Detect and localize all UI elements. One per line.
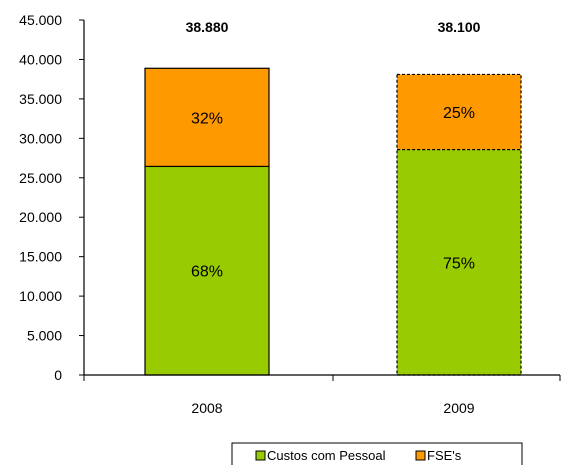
y-tick-label: 5.000 bbox=[27, 328, 62, 344]
bar-segment-fse-s-2009 bbox=[396, 73, 522, 151]
y-tick-label: 45.000 bbox=[19, 12, 62, 28]
y-tick-label: 20.000 bbox=[19, 209, 62, 225]
y-tick-label: 10.000 bbox=[19, 288, 62, 304]
y-tick-label: 15.000 bbox=[19, 249, 62, 265]
x-tick-label: 2008 bbox=[191, 400, 222, 416]
y-tick-label: 0 bbox=[54, 367, 62, 383]
labels-layer: 68% 32% 38.880 2008 75% 25% 38.100 2009 bbox=[186, 19, 481, 416]
y-tick-label: 35.000 bbox=[19, 91, 62, 107]
x-tick-label: 2009 bbox=[443, 400, 474, 416]
bar-segment-fse-s-2008 bbox=[144, 67, 270, 168]
segment-percent-label: 75% bbox=[443, 255, 475, 272]
total-label: 38.100 bbox=[438, 19, 481, 35]
legend: Custos com Pessoal FSE's bbox=[231, 442, 523, 468]
segment-percent-label: 32% bbox=[191, 110, 223, 127]
bars-layer bbox=[144, 67, 522, 376]
y-tick-label: 40.000 bbox=[19, 51, 62, 67]
legend-swatch bbox=[255, 450, 266, 461]
legend-box bbox=[231, 442, 523, 468]
segment-percent-label: 68% bbox=[191, 264, 223, 281]
legend-label: FSE's bbox=[427, 448, 462, 463]
segment-percent-label: 25% bbox=[443, 105, 475, 122]
total-label: 38.880 bbox=[186, 19, 229, 35]
legend-swatch bbox=[415, 450, 426, 461]
bar-segment-custos-com-pessoal-2008 bbox=[144, 165, 270, 376]
legend-label: Custos com Pessoal bbox=[267, 448, 386, 463]
y-tick-label: 25.000 bbox=[19, 170, 62, 186]
axes-layer: 0 5.000 10.000 15.000 20.000 25.000 30.000 35.0… bbox=[19, 12, 561, 383]
y-tick-label: 30.000 bbox=[19, 130, 62, 146]
